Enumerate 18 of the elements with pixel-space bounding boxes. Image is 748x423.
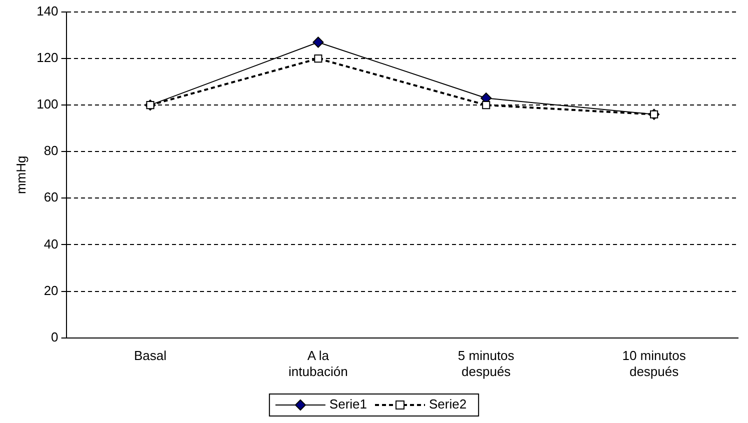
x-tick-label: Basal [134, 348, 167, 364]
y-tick-label: 20 [44, 282, 58, 298]
point [312, 36, 324, 48]
y-tick-label: 40 [44, 236, 58, 252]
y-tick-label: 60 [44, 190, 58, 205]
y-tick-label: 120 [36, 50, 58, 66]
y-axis-title: mmHg [13, 156, 28, 194]
x-tick-label: 10 minutos después [622, 348, 686, 379]
x-tick-label: A la intubación [288, 348, 348, 379]
x-tick-label: 5 minutos después [458, 348, 515, 379]
legend-label: Serie2 [429, 396, 467, 412]
y-tick-label: 80 [44, 143, 58, 158]
legend-label: Serie1 [329, 396, 367, 412]
point [482, 101, 490, 110]
y-tick-label: 0 [51, 329, 58, 344]
y-tick-label: 100 [36, 96, 58, 112]
y-tick-label: 140 [36, 4, 58, 19]
point [314, 54, 322, 63]
